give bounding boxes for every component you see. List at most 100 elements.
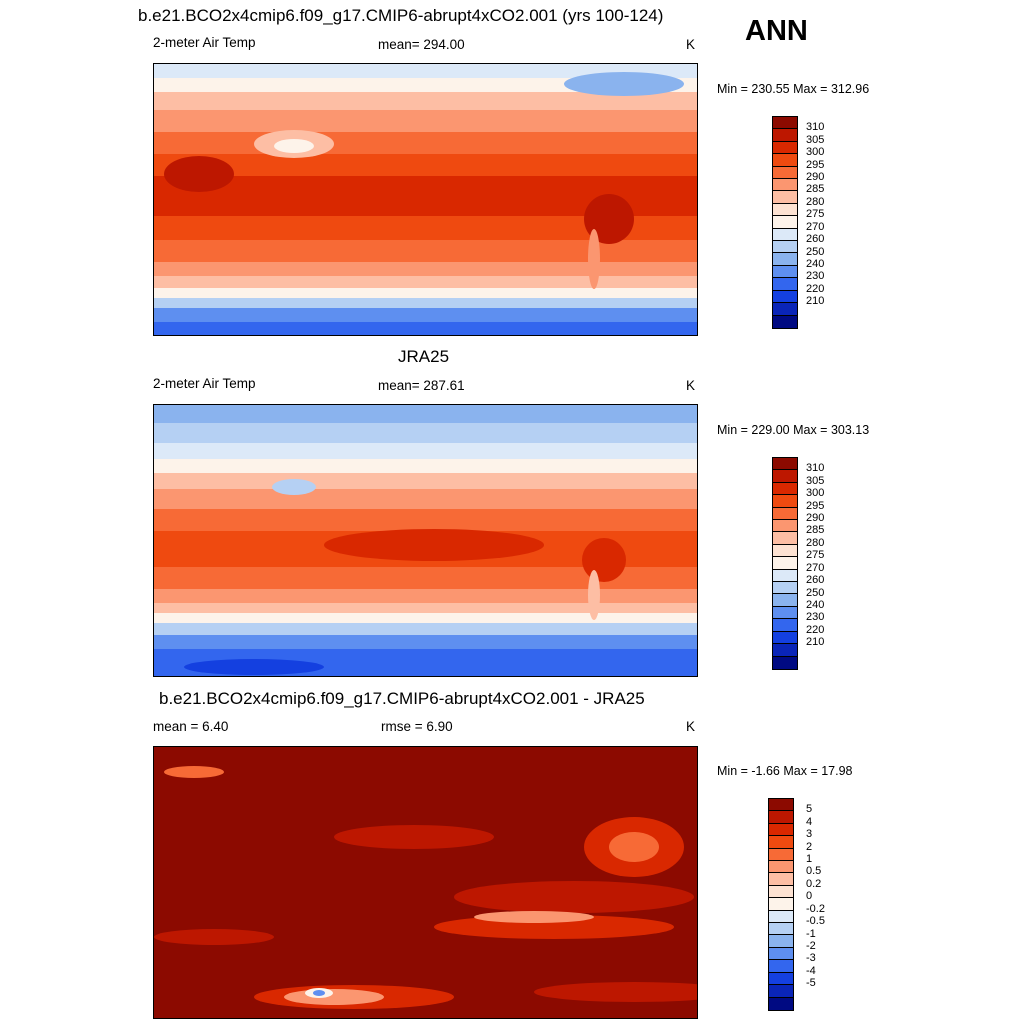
colorbar-swatch xyxy=(769,985,793,998)
colorbar-swatch xyxy=(773,303,797,316)
panel2-map-field xyxy=(154,405,697,676)
colorbar-tick-label: 0.2 xyxy=(806,877,822,890)
colorbar-tick-label: -0.5 xyxy=(806,915,825,928)
panel2-title: JRA25 xyxy=(398,347,450,366)
colorbar-tick-label: 3 xyxy=(806,828,813,841)
panel3-colorbar xyxy=(768,798,794,1011)
colorbar-tick-label: 230 xyxy=(806,611,825,624)
colorbar-tick-label: 270 xyxy=(806,220,825,233)
colorbar-swatch xyxy=(769,861,793,874)
colorbar-tick-label: 310 xyxy=(806,462,825,475)
colorbar-swatch xyxy=(769,811,793,824)
colorbar-swatch xyxy=(773,228,797,242)
panel2-minmax: Min = 229.00 Max = 303.13 xyxy=(717,423,870,437)
colorbar-swatch xyxy=(769,836,793,849)
colorbar-swatch xyxy=(773,179,797,192)
panel2-mean: mean= 287.61 xyxy=(378,378,465,393)
colorbar-swatch xyxy=(773,619,797,632)
colorbar-tick-label: -3 xyxy=(806,952,816,965)
colorbar-tick-label: 5 xyxy=(806,803,813,816)
colorbar-swatch xyxy=(773,594,797,607)
panel2-variable: 2-meter Air Temp xyxy=(153,376,256,391)
colorbar-swatch xyxy=(773,216,797,229)
colorbar-swatch xyxy=(773,495,797,508)
panel2-units: K xyxy=(686,378,696,393)
colorbar-swatch xyxy=(773,582,797,595)
panel3-mean: mean = 6.40 xyxy=(153,719,229,734)
colorbar-tick-label: 275 xyxy=(806,208,825,221)
colorbar-tick-label: 210 xyxy=(806,295,825,308)
colorbar-swatch xyxy=(773,606,797,620)
panel3-minmax: Min = -1.66 Max = 17.98 xyxy=(717,764,853,778)
colorbar-tick-label: 270 xyxy=(806,561,825,574)
panel1-mean: mean= 294.00 xyxy=(378,37,465,52)
colorbar-tick-label: 240 xyxy=(806,257,825,270)
colorbar-tick-label: 295 xyxy=(806,158,825,171)
colorbar-swatch xyxy=(773,482,797,496)
colorbar-tick-label: 250 xyxy=(806,245,825,258)
panel3-title: b.e21.BCO2x4cmip6.f09_g17.CMIP6-abrupt4x… xyxy=(159,689,645,708)
colorbar-swatch xyxy=(773,470,797,483)
colorbar-swatch xyxy=(773,631,797,645)
colorbar-tick-label: 310 xyxy=(806,121,825,134)
panel3-rmse: rmse = 6.90 xyxy=(381,719,453,734)
colorbar-tick-label: -2 xyxy=(806,939,816,952)
colorbar-tick-label: 285 xyxy=(806,183,825,196)
colorbar-swatch xyxy=(773,544,797,558)
colorbar-swatch xyxy=(773,532,797,545)
colorbar-swatch xyxy=(769,997,793,1010)
colorbar-swatch xyxy=(769,823,793,837)
colorbar-swatch xyxy=(769,947,793,961)
colorbar-tick-label: 0 xyxy=(806,890,813,903)
colorbar-swatch xyxy=(769,799,793,812)
panel3-units: K xyxy=(686,719,696,734)
colorbar-swatch xyxy=(773,241,797,254)
colorbar-tick-label: 220 xyxy=(806,282,825,295)
colorbar-swatch xyxy=(773,315,797,328)
panel1-title: b.e21.BCO2x4cmip6.f09_g17.CMIP6-abrupt4x… xyxy=(138,6,664,25)
colorbar-tick-label: -4 xyxy=(806,964,816,977)
colorbar-swatch xyxy=(773,278,797,291)
colorbar-tick-label: 280 xyxy=(806,195,825,208)
colorbar-swatch xyxy=(773,507,797,521)
panel3-map xyxy=(153,746,698,1019)
colorbar-tick-label: 210 xyxy=(806,636,825,649)
colorbar-tick-label: 280 xyxy=(806,536,825,549)
panel2-colorbar xyxy=(772,457,798,670)
colorbar-swatch xyxy=(773,557,797,570)
colorbar-swatch xyxy=(769,923,793,936)
panel2-map xyxy=(153,404,698,677)
colorbar-swatch xyxy=(773,191,797,204)
colorbar-swatch xyxy=(773,520,797,533)
season-label: ANN xyxy=(745,15,808,47)
colorbar-swatch xyxy=(773,129,797,142)
colorbar-tick-label: 1 xyxy=(806,853,813,866)
colorbar-tick-label: 290 xyxy=(806,171,825,184)
colorbar-swatch xyxy=(769,960,793,973)
colorbar-tick-label: 285 xyxy=(806,524,825,537)
panel1-map-field xyxy=(154,64,697,335)
colorbar-swatch xyxy=(773,203,797,217)
panel1-units: K xyxy=(686,37,696,52)
colorbar-swatch xyxy=(773,290,797,304)
panel1-variable: 2-meter Air Temp xyxy=(153,35,256,50)
panel1-map xyxy=(153,63,698,336)
colorbar-tick-label: 260 xyxy=(806,233,825,246)
panel1-minmax: Min = 230.55 Max = 312.96 xyxy=(717,82,870,96)
colorbar-tick-label: 250 xyxy=(806,586,825,599)
colorbar-swatch xyxy=(773,569,797,583)
colorbar-tick-label: -0.2 xyxy=(806,902,825,915)
colorbar-tick-label: 220 xyxy=(806,623,825,636)
colorbar-swatch xyxy=(773,166,797,180)
colorbar-tick-label: 2 xyxy=(806,840,813,853)
colorbar-tick-label: 275 xyxy=(806,549,825,562)
colorbar-swatch xyxy=(769,885,793,899)
colorbar-tick-label: 260 xyxy=(806,574,825,587)
colorbar-swatch xyxy=(769,848,793,862)
colorbar-tick-label: -5 xyxy=(806,977,816,990)
colorbar-tick-label: 0.5 xyxy=(806,865,822,878)
colorbar-swatch xyxy=(769,910,793,924)
colorbar-swatch xyxy=(769,873,793,886)
colorbar-swatch xyxy=(773,644,797,657)
colorbar-swatch xyxy=(773,265,797,279)
